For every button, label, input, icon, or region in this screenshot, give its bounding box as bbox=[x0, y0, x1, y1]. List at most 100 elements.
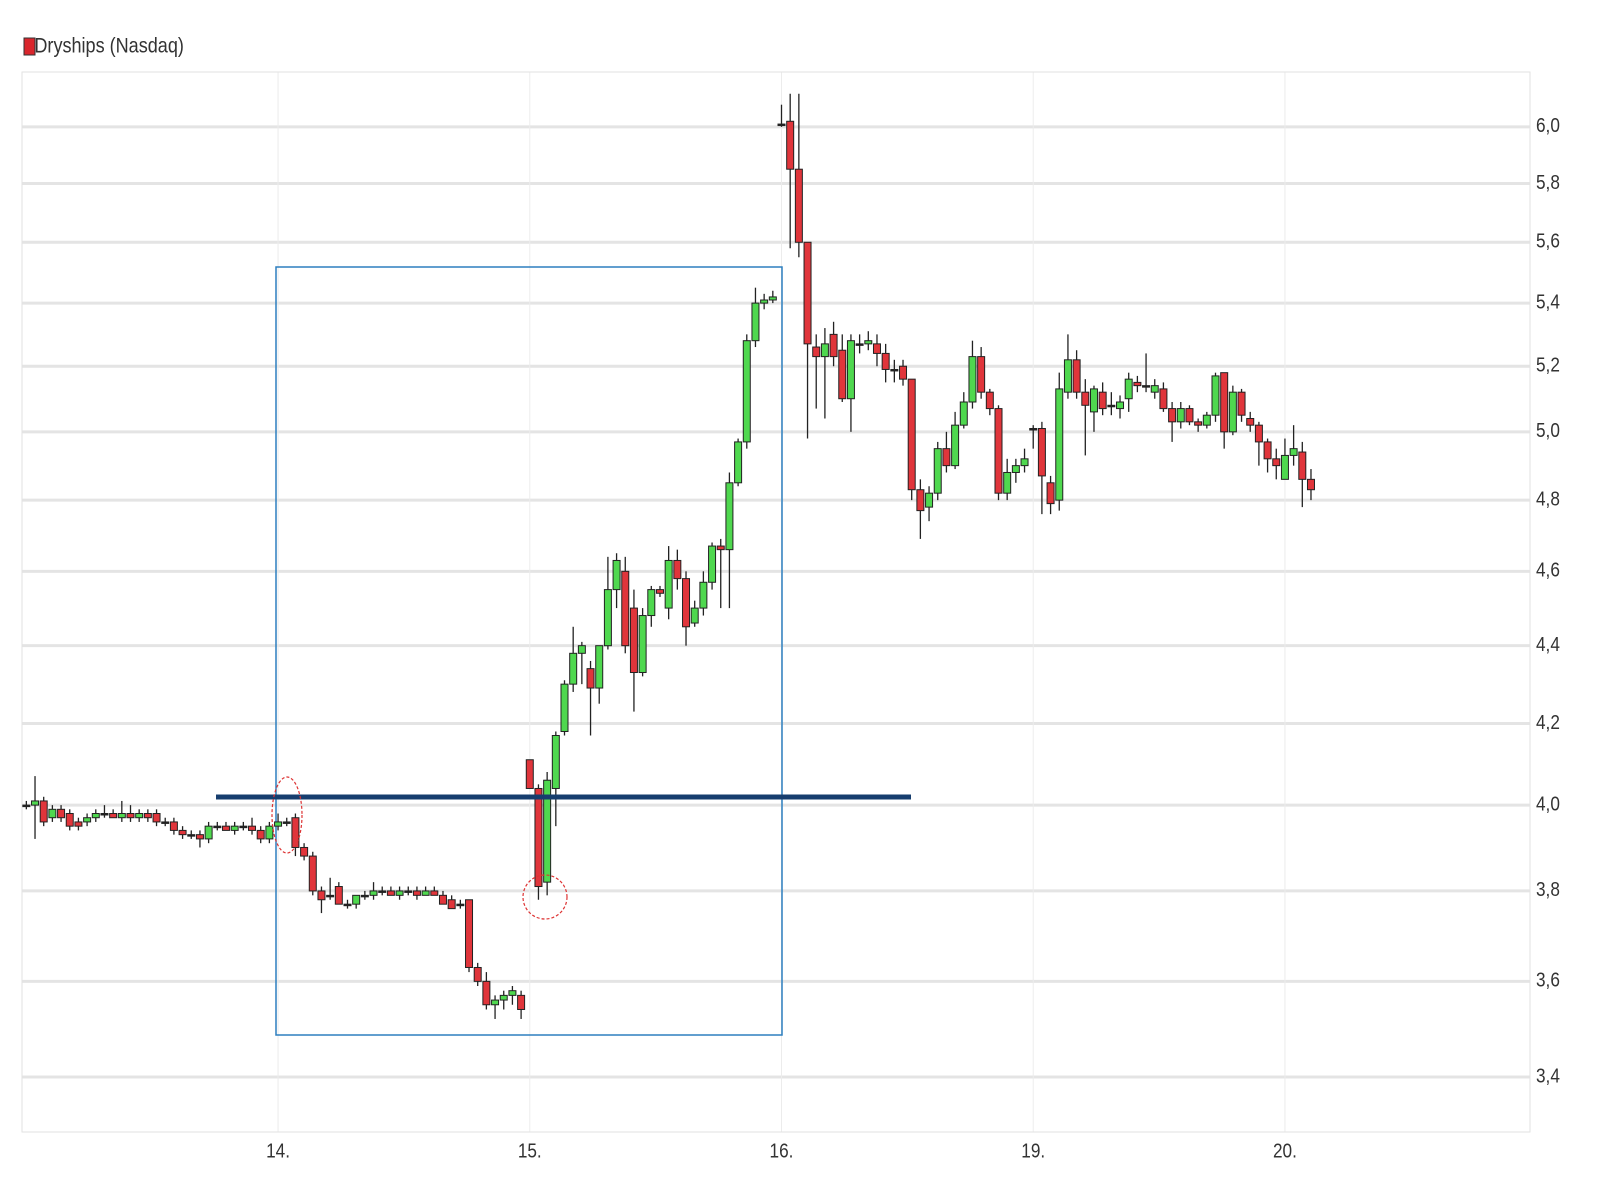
candle-body bbox=[48, 808, 57, 819]
candle-body bbox=[1020, 458, 1029, 467]
candle-body bbox=[1263, 441, 1272, 460]
candle-body bbox=[1029, 427, 1038, 431]
candle-body bbox=[1289, 448, 1298, 456]
y-tick-label: 5,8 bbox=[1536, 171, 1560, 194]
candle-body bbox=[65, 813, 74, 827]
candle-body bbox=[1055, 388, 1064, 501]
y-tick-label: 5,6 bbox=[1536, 229, 1560, 252]
candle-body bbox=[517, 994, 526, 1010]
y-tick-label: 3,6 bbox=[1536, 968, 1560, 991]
candle-body bbox=[708, 545, 717, 583]
candle-body bbox=[491, 999, 500, 1006]
candle-body bbox=[473, 966, 482, 982]
candle-body bbox=[690, 607, 699, 624]
y-tick-label: 5,0 bbox=[1536, 419, 1560, 442]
candle-body bbox=[959, 401, 968, 426]
candle-body bbox=[109, 813, 118, 819]
candle-body bbox=[404, 890, 413, 893]
candle-body bbox=[395, 890, 404, 896]
x-tick-label: 14. bbox=[266, 1139, 290, 1162]
candle-body bbox=[803, 241, 812, 345]
candle-body bbox=[838, 349, 847, 400]
candle-body bbox=[742, 340, 751, 443]
candle-body bbox=[334, 886, 343, 905]
candle-body bbox=[551, 734, 560, 789]
annotation-box bbox=[275, 266, 783, 1036]
candle-body bbox=[386, 890, 395, 896]
candle-body bbox=[1072, 359, 1081, 393]
x-tick-label: 20. bbox=[1273, 1139, 1297, 1162]
candle-body bbox=[343, 903, 352, 907]
candle-body bbox=[360, 894, 369, 898]
candle-body bbox=[1246, 418, 1255, 426]
candle-body bbox=[1298, 451, 1307, 480]
y-tick-label: 4,4 bbox=[1536, 633, 1560, 656]
candle-body bbox=[282, 821, 291, 824]
candle-body bbox=[1280, 454, 1289, 480]
legend-swatch bbox=[23, 37, 36, 56]
y-tick-label: 3,8 bbox=[1536, 878, 1560, 901]
candle-body bbox=[412, 890, 421, 896]
y-tick-label: 4,6 bbox=[1536, 558, 1560, 581]
candle-body bbox=[985, 391, 994, 410]
candle-body bbox=[1037, 427, 1046, 477]
candle-body bbox=[899, 365, 908, 380]
candle-body bbox=[143, 813, 152, 819]
candle-body bbox=[169, 821, 178, 831]
candle-body bbox=[57, 808, 66, 819]
candle-body bbox=[22, 804, 31, 808]
candle-body bbox=[977, 356, 986, 393]
candle-body bbox=[881, 352, 890, 370]
candle-body bbox=[907, 378, 916, 491]
candle-body bbox=[794, 168, 803, 243]
candle-body bbox=[230, 825, 239, 831]
candle-body bbox=[187, 834, 196, 837]
candle-body bbox=[1168, 408, 1177, 423]
candle-body bbox=[248, 825, 257, 831]
candle-body bbox=[1306, 478, 1315, 491]
candle-body bbox=[291, 817, 300, 848]
candle-body bbox=[942, 448, 951, 467]
x-tick-label: 16. bbox=[770, 1139, 794, 1162]
candle-body bbox=[1254, 424, 1263, 443]
candle-body bbox=[213, 825, 222, 829]
annotation-circle bbox=[271, 776, 303, 854]
y-tick-label: 5,2 bbox=[1536, 353, 1560, 376]
candle-body bbox=[39, 800, 48, 823]
candle-body bbox=[499, 994, 508, 1001]
candle-body bbox=[31, 800, 40, 806]
candle-body bbox=[1011, 465, 1020, 473]
candle-body bbox=[161, 821, 170, 824]
candle-body bbox=[204, 825, 213, 840]
candle-body bbox=[855, 343, 864, 346]
candle-body bbox=[369, 890, 378, 896]
candle-body bbox=[968, 356, 977, 403]
candle-body bbox=[83, 817, 92, 823]
candle-body bbox=[916, 489, 925, 512]
candle-body bbox=[178, 829, 187, 836]
candle-body bbox=[91, 813, 100, 819]
candle-body bbox=[1185, 408, 1194, 423]
candle-body bbox=[117, 813, 126, 819]
candle-body bbox=[933, 448, 942, 494]
candle-body bbox=[221, 825, 230, 831]
y-tick-label: 4,2 bbox=[1536, 711, 1560, 734]
candle-body bbox=[699, 581, 708, 609]
candle-body bbox=[1176, 408, 1185, 423]
candle-body bbox=[647, 589, 656, 617]
candle-body bbox=[317, 890, 326, 901]
candle-body bbox=[925, 492, 934, 508]
candle-body bbox=[352, 894, 361, 905]
candle-body bbox=[256, 829, 265, 840]
candle-body bbox=[725, 482, 734, 551]
candle-body bbox=[456, 903, 465, 907]
candle-body bbox=[421, 890, 430, 896]
candle-body bbox=[820, 343, 829, 358]
candle-body bbox=[1063, 359, 1072, 393]
candles bbox=[22, 93, 1315, 1019]
candle-body bbox=[1272, 458, 1281, 467]
y-tick-label: 4,0 bbox=[1536, 792, 1560, 815]
y-tick-label: 6,0 bbox=[1536, 114, 1560, 137]
y-tick-label: 5,4 bbox=[1536, 290, 1560, 313]
candle-body bbox=[1202, 414, 1211, 426]
